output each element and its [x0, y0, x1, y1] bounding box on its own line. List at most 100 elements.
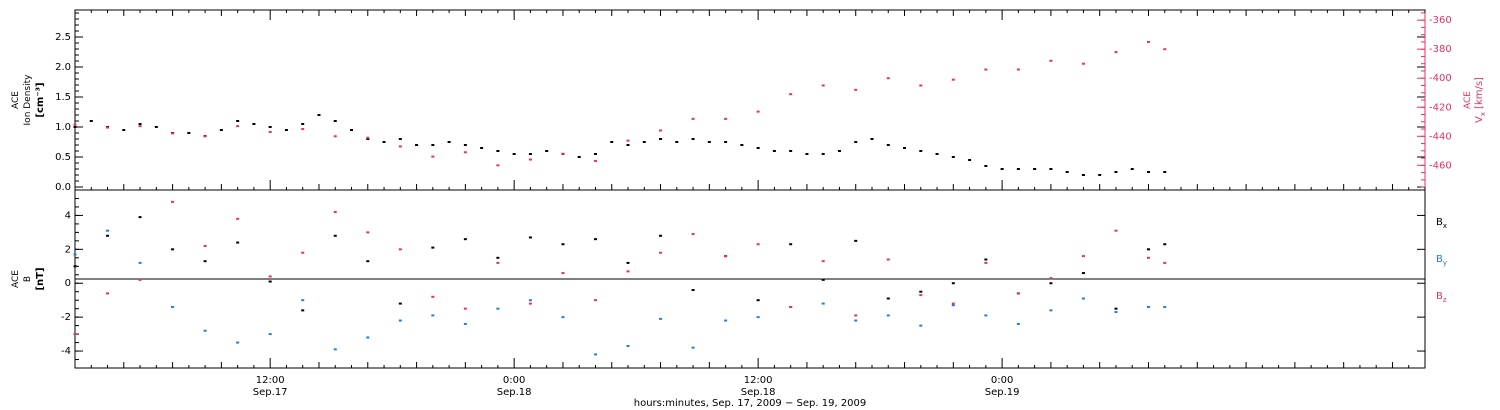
- bz-point-15: [561, 272, 565, 275]
- bz-point-32: [1114, 229, 1118, 232]
- ion-density-point-36: [659, 138, 663, 140]
- vx-point-24: [854, 88, 858, 91]
- bx-point-30: [1049, 282, 1053, 285]
- bz-point-1: [106, 292, 110, 295]
- by-point-32: [1114, 311, 1118, 314]
- ion-density-point-64: [1114, 171, 1118, 173]
- bottom-ylabel-line-2: B: [23, 276, 33, 282]
- ion-density-point-7: [187, 132, 191, 134]
- ion-density-point-28: [528, 153, 532, 155]
- legend-bz: Bz: [1436, 291, 1447, 304]
- top-y2tick-label-5: -360: [1429, 15, 1452, 26]
- bz-point-22: [789, 305, 793, 308]
- by-point-17: [626, 344, 630, 347]
- ion-density-point-52: [919, 150, 923, 152]
- bx-point-21: [756, 299, 760, 302]
- bz-point-4: [203, 244, 207, 247]
- bz-point-13: [496, 261, 500, 264]
- ion-density-point-48: [854, 141, 858, 143]
- top-ytick-label-3: 1.5: [55, 92, 71, 103]
- bottom-ytick-label-0: -4: [61, 346, 71, 357]
- top-left-axis: 0.0 0.5 1.0 1.5 2.0 2.5: [55, 12, 1425, 193]
- vx-point-17: [626, 139, 630, 142]
- legend-bx: Bx: [1436, 217, 1447, 230]
- by-point-26: [919, 324, 923, 327]
- legend-bx-sub: x: [1443, 222, 1447, 230]
- ion-density-point-53: [935, 153, 939, 155]
- ion-density-point-31: [577, 156, 581, 158]
- top-ytick-label-5: 2.5: [55, 32, 71, 43]
- ion-density-point-5: [154, 126, 158, 128]
- ion-density-point-58: [1016, 168, 1020, 170]
- bz-point-18: [659, 251, 663, 254]
- legend-bz-sub: z: [1443, 296, 1447, 304]
- ion-density-point-44: [789, 150, 793, 152]
- top-y2tick-label-4: -380: [1429, 44, 1452, 55]
- vx-point-14: [528, 158, 532, 161]
- ion-density-point-59: [1033, 168, 1037, 170]
- bz-point-25: [886, 258, 890, 261]
- by-point-16: [593, 353, 597, 356]
- by-point-0: [73, 253, 77, 256]
- by-point-7: [301, 299, 305, 302]
- ion-density-point-67: [1163, 171, 1167, 173]
- ion-density-point-43: [772, 150, 776, 152]
- by-point-33: [1146, 305, 1150, 308]
- vx-point-29: [1016, 68, 1020, 71]
- ion-density-point-26: [496, 150, 500, 152]
- by-point-9: [366, 336, 370, 339]
- top-y2tick-label-1: -440: [1429, 131, 1452, 142]
- bx-point-2: [138, 216, 142, 219]
- x-axis-ticks: [74, 10, 1426, 368]
- ion-density-point-46: [821, 153, 825, 155]
- vx-point-5: [236, 125, 240, 128]
- vx-point-3: [171, 132, 175, 135]
- bz-point-12: [463, 307, 467, 310]
- legend-bz-base: B: [1436, 291, 1443, 302]
- bx-point-1: [106, 234, 110, 237]
- bz-point-6: [268, 275, 272, 278]
- x-tick-date-1: Sep.18: [497, 387, 532, 398]
- ion-density-point-21: [415, 144, 419, 146]
- vx-point-31: [1081, 62, 1085, 65]
- bz-point-34: [1163, 261, 1167, 264]
- vx-point-7: [301, 128, 305, 131]
- ion-density-point-11: [252, 123, 256, 125]
- vx-point-19: [691, 117, 695, 120]
- bx-point-24: [854, 239, 858, 242]
- bz-point-0: [73, 333, 77, 336]
- x-axis-labels: 12:00Sep.170:00Sep.1812:00Sep.180:00Sep.…: [253, 375, 1020, 398]
- ion-density-point-25: [480, 147, 484, 149]
- bz-point-8: [333, 211, 337, 214]
- ion-density-point-27: [512, 153, 516, 155]
- ion-density-point-55: [968, 159, 972, 161]
- legend-by-base: B: [1436, 254, 1443, 265]
- by-point-23: [821, 302, 825, 305]
- bottom-ylabel-line-3: [nT]: [35, 267, 46, 290]
- top-ytick-label-4: 2.0: [55, 62, 71, 73]
- vx-point-11: [431, 155, 435, 158]
- by-point-15: [561, 316, 565, 319]
- vx-point-0: [73, 123, 77, 126]
- bottom-left-axis: -4 -2 0 2 4: [61, 197, 1425, 361]
- ion-density-point-15: [317, 114, 321, 116]
- ion-density-point-34: [626, 144, 630, 146]
- bz-point-17: [626, 270, 630, 273]
- x-tick-date-3: Sep.19: [985, 387, 1020, 398]
- ion-density-point-19: [382, 141, 386, 143]
- bx-point-22: [789, 243, 793, 246]
- bx-point-7: [301, 309, 305, 312]
- ion-density-point-51: [903, 147, 907, 149]
- by-point-30: [1049, 309, 1053, 312]
- ion-density-point-35: [642, 141, 646, 143]
- by-point-27: [951, 304, 955, 307]
- bx-point-27: [951, 282, 955, 285]
- bz-point-27: [951, 302, 955, 305]
- ion-density-point-38: [691, 138, 695, 140]
- vx-point-30: [1049, 59, 1053, 62]
- top-ylabel-line-1: ACE: [11, 91, 21, 109]
- ion-density-point-12: [268, 126, 272, 128]
- ion-density-point-14: [301, 123, 305, 125]
- top-y2label-unit: [km/s]: [1474, 77, 1485, 109]
- bx-point-8: [333, 234, 337, 237]
